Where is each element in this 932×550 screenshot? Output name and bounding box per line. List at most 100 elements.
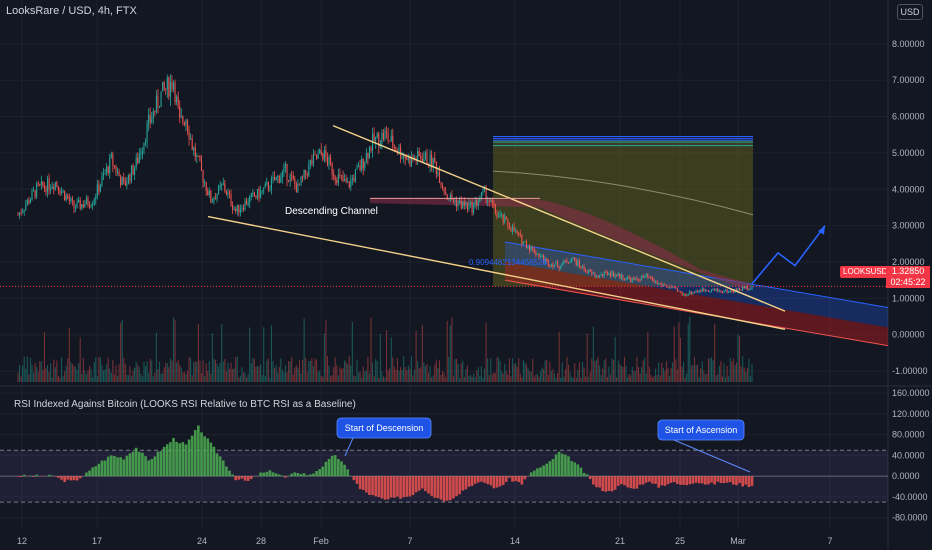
candle-body bbox=[432, 158, 434, 168]
volume-bar bbox=[656, 374, 658, 382]
candle-body bbox=[272, 177, 274, 179]
volume-bar bbox=[586, 333, 588, 382]
candle-body bbox=[300, 176, 302, 185]
candle-body bbox=[242, 208, 245, 210]
volume-bar bbox=[527, 368, 529, 382]
volume-bar bbox=[370, 317, 372, 382]
volume-bar bbox=[689, 316, 691, 382]
rsi-bar bbox=[722, 476, 726, 484]
candle-body bbox=[571, 258, 573, 263]
candle-body bbox=[152, 111, 154, 119]
volume-bar bbox=[427, 372, 430, 382]
candle-body bbox=[459, 200, 461, 203]
volume-bar bbox=[367, 356, 369, 382]
candle-body bbox=[185, 119, 187, 125]
volume-bar bbox=[735, 362, 737, 382]
candle-body bbox=[344, 179, 346, 181]
candle-body bbox=[135, 157, 137, 168]
volume-bar bbox=[683, 362, 685, 382]
candle-body bbox=[466, 202, 468, 209]
volume-bar bbox=[634, 371, 636, 382]
candle-body bbox=[337, 174, 339, 184]
rsi-bar bbox=[249, 476, 253, 479]
volume-bar bbox=[328, 365, 330, 382]
volume-bar bbox=[739, 336, 741, 382]
rsi-bar bbox=[386, 476, 390, 500]
candle-body bbox=[40, 181, 42, 185]
volume-bar bbox=[311, 358, 313, 382]
volume-bar bbox=[543, 369, 545, 382]
rsi-bar bbox=[343, 464, 346, 477]
volume-bar bbox=[68, 327, 70, 382]
rsi-bar bbox=[579, 467, 583, 477]
candle-body bbox=[252, 192, 254, 194]
rsi-bar bbox=[498, 476, 502, 487]
volume-bar bbox=[723, 363, 725, 382]
volume-bar bbox=[154, 372, 156, 382]
volume-bar bbox=[679, 337, 682, 382]
rsi-bar bbox=[383, 476, 387, 500]
rsi-bar bbox=[644, 476, 648, 483]
volume-bar bbox=[508, 358, 510, 382]
rsi-bar bbox=[445, 476, 449, 501]
candle-body bbox=[269, 189, 271, 191]
candle-body bbox=[497, 215, 500, 218]
bar-countdown: 02:45:22 bbox=[890, 277, 926, 287]
rsi-bar bbox=[262, 472, 266, 477]
volume-bar bbox=[99, 357, 101, 382]
volume-bar bbox=[127, 375, 129, 382]
candle-body bbox=[165, 88, 167, 90]
candle-body bbox=[679, 291, 682, 293]
volume-bar bbox=[120, 323, 122, 382]
candle-body bbox=[602, 273, 604, 276]
rsi-bar bbox=[666, 476, 670, 485]
rsi-bar bbox=[215, 453, 219, 477]
volume-bar bbox=[60, 357, 63, 382]
rsi-bar bbox=[744, 476, 748, 485]
volume-bar bbox=[300, 373, 302, 382]
candle-body bbox=[312, 154, 315, 165]
volume-bar bbox=[137, 364, 139, 382]
volume-bar bbox=[647, 331, 649, 382]
candle-body bbox=[507, 219, 509, 226]
volume-bar bbox=[479, 376, 481, 382]
candle-body bbox=[260, 191, 262, 199]
candle-body bbox=[88, 204, 91, 207]
volume-bar bbox=[210, 374, 212, 382]
volume-bar bbox=[564, 369, 566, 382]
rsi-bar bbox=[312, 473, 315, 477]
rsi-bar bbox=[467, 476, 471, 487]
candle-body bbox=[639, 280, 641, 282]
candle-body bbox=[535, 253, 537, 255]
candle-body bbox=[726, 289, 728, 293]
rsi-bar bbox=[688, 476, 692, 485]
volume-bar bbox=[499, 360, 501, 382]
volume-bar bbox=[658, 362, 660, 382]
currency-button[interactable]: USD bbox=[897, 4, 923, 20]
time-tick-label: 24 bbox=[197, 536, 207, 546]
callout-descension-pointer bbox=[344, 437, 354, 457]
candle-body bbox=[376, 133, 378, 138]
rsi-bar bbox=[585, 474, 589, 477]
candle-body bbox=[60, 191, 63, 194]
volume-bar bbox=[717, 374, 719, 382]
volume-bar bbox=[188, 357, 190, 382]
candle-body bbox=[445, 191, 447, 195]
rsi-bar bbox=[184, 444, 188, 477]
volume-bar bbox=[469, 374, 472, 382]
candle-body bbox=[490, 199, 492, 202]
candle-body bbox=[700, 291, 702, 293]
candle-body bbox=[627, 277, 629, 279]
rsi-bar bbox=[520, 476, 524, 485]
volume-bar bbox=[224, 359, 226, 382]
volume-bar bbox=[39, 361, 41, 382]
volume-bar bbox=[521, 377, 523, 382]
rsi-bar bbox=[738, 476, 741, 484]
volume-bar bbox=[182, 372, 184, 382]
volume-bar bbox=[90, 369, 92, 382]
volume-bar bbox=[270, 325, 273, 382]
candle-body bbox=[141, 150, 143, 154]
rsi-bar bbox=[691, 476, 695, 484]
candle-body bbox=[423, 158, 425, 163]
